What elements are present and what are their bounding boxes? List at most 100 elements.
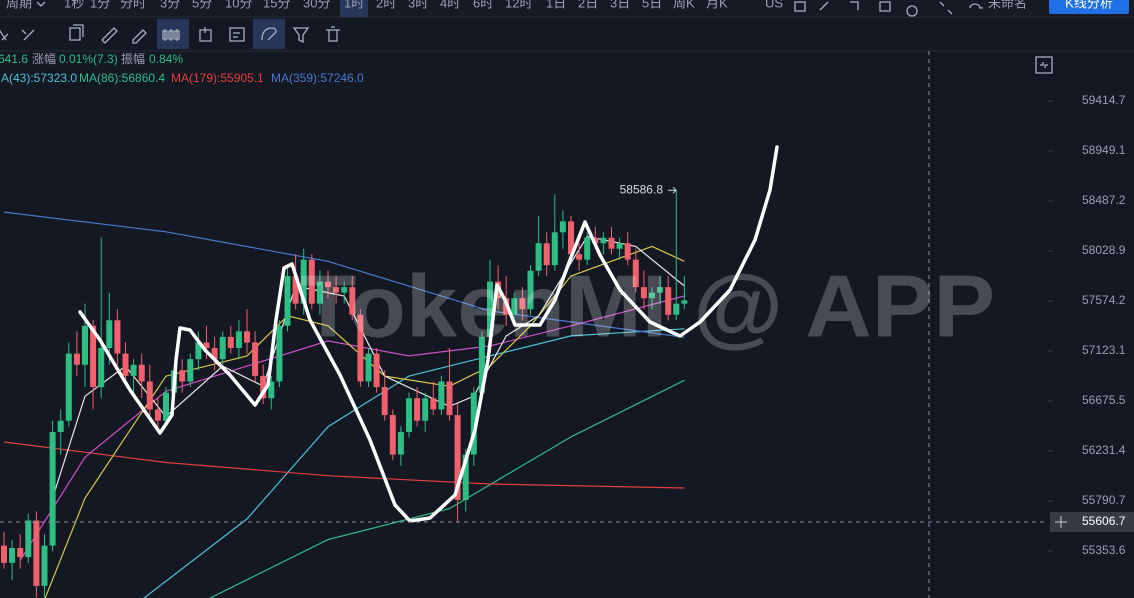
tool-icon[interactable]	[199, 27, 212, 42]
interval[interactable]: 月K	[706, 0, 728, 10]
candle-body	[462, 454, 469, 500]
ma-legend: MA(179):55905.1	[171, 71, 264, 85]
candle-body	[559, 221, 566, 233]
analysis-button[interactable]: K线分析	[1065, 0, 1113, 10]
interval[interactable]: 2日	[578, 0, 598, 10]
toolbar-bg	[0, 0, 1134, 17]
candle-body	[365, 353, 372, 382]
y-tick-label: 56675.5	[1082, 393, 1126, 407]
crosshair-plus	[1055, 515, 1067, 528]
fullscreen-icon[interactable]	[1035, 56, 1053, 74]
candle-body	[381, 387, 388, 416]
candle-body	[373, 353, 380, 388]
interval[interactable]: 2时	[376, 0, 396, 10]
candle-body	[25, 520, 32, 558]
candle-body	[65, 353, 72, 421]
legend-value: 0.84%	[149, 52, 183, 66]
candle-body	[673, 303, 680, 315]
ma-line	[143, 328, 685, 598]
period-label[interactable]: 周期	[6, 0, 32, 10]
interval[interactable]: 3日	[610, 0, 630, 10]
candle-body	[681, 300, 688, 304]
tool-icon[interactable]	[229, 27, 245, 42]
interval[interactable]: 5分	[192, 0, 212, 10]
tool-icon[interactable]	[292, 27, 310, 44]
legend-price: 641.6	[0, 52, 28, 66]
candle-body	[163, 392, 169, 421]
candle-body	[33, 520, 40, 586]
ma-line	[19, 295, 685, 561]
y-tick-label: 57574.2	[1082, 293, 1126, 307]
tool-icon[interactable]	[162, 29, 180, 41]
candle-body	[357, 314, 364, 382]
candle-body	[276, 325, 283, 382]
candle-body	[632, 259, 639, 288]
candle-body	[640, 287, 647, 299]
candle-body	[252, 342, 259, 376]
candle-body	[430, 398, 437, 410]
candle-body	[227, 336, 234, 349]
interval[interactable]: 1分	[90, 0, 110, 10]
candle-body	[665, 287, 672, 315]
candle-body	[487, 281, 493, 337]
tool-icon[interactable]	[21, 29, 35, 41]
interval[interactable]: 12时	[505, 0, 532, 10]
high-marker: 58586.8	[620, 182, 664, 196]
interval[interactable]: 15分	[263, 0, 290, 10]
interval[interactable]: 3分	[160, 0, 180, 10]
interval[interactable]: 1秒	[64, 0, 84, 10]
tool-icon[interactable]	[132, 29, 147, 44]
candle-body	[179, 370, 186, 382]
interval[interactable]: 3时	[408, 0, 428, 10]
candle-body	[268, 381, 275, 399]
interval[interactable]: 5日	[642, 0, 662, 10]
candle-body	[9, 547, 16, 563]
candle-body	[454, 415, 461, 500]
interval[interactable]: 10分	[225, 0, 252, 10]
candle-body	[98, 348, 105, 388]
candle-body	[73, 353, 80, 365]
candle-body	[649, 292, 655, 299]
candle-body	[284, 276, 291, 326]
candle-body	[389, 415, 396, 455]
interval[interactable]: 1时	[344, 0, 364, 10]
ma-legend: MA(43):57323.0	[0, 71, 77, 85]
legend-label: 涨幅	[32, 51, 56, 66]
interval[interactable]: 30分	[303, 0, 330, 10]
candle-body	[1, 545, 7, 563]
tool-icon[interactable]	[261, 27, 277, 41]
candle-body	[316, 281, 323, 304]
interval[interactable]: 6时	[473, 0, 493, 10]
candle-body	[576, 254, 583, 260]
candle-body	[325, 281, 331, 288]
candle-body	[551, 232, 558, 266]
interval[interactable]: 4时	[440, 0, 460, 10]
candle-body	[568, 221, 574, 255]
tool-icon[interactable]	[326, 26, 340, 42]
tool-icon[interactable]	[101, 27, 118, 44]
crosshair-label-bg	[1050, 511, 1134, 532]
analysis-button-bg[interactable]	[1049, 0, 1129, 14]
layout-name[interactable]: 未命名	[988, 0, 1027, 10]
dropdown-icon	[36, 1, 46, 7]
candle-body	[146, 381, 153, 410]
header-icon[interactable]	[794, 1, 983, 17]
candle-body	[138, 364, 145, 382]
market[interactable]: US	[765, 0, 783, 10]
candle-body	[90, 325, 97, 388]
interval[interactable]: 1日	[546, 0, 566, 10]
y-tick-label: 58028.9	[1082, 243, 1126, 257]
tool-icon[interactable]	[0, 28, 9, 41]
candle-body	[543, 243, 550, 266]
candle-body	[203, 342, 210, 349]
candle-body	[519, 298, 526, 310]
interval[interactable]: 周K	[673, 0, 695, 10]
interval[interactable]: 分时	[120, 0, 146, 10]
candle-body	[624, 243, 631, 260]
ma-legend: MA(86):56860.4	[79, 71, 165, 85]
tool-icon[interactable]	[69, 24, 84, 41]
candle-body	[235, 331, 242, 349]
candle-body	[130, 364, 137, 376]
candle-body	[535, 243, 542, 271]
